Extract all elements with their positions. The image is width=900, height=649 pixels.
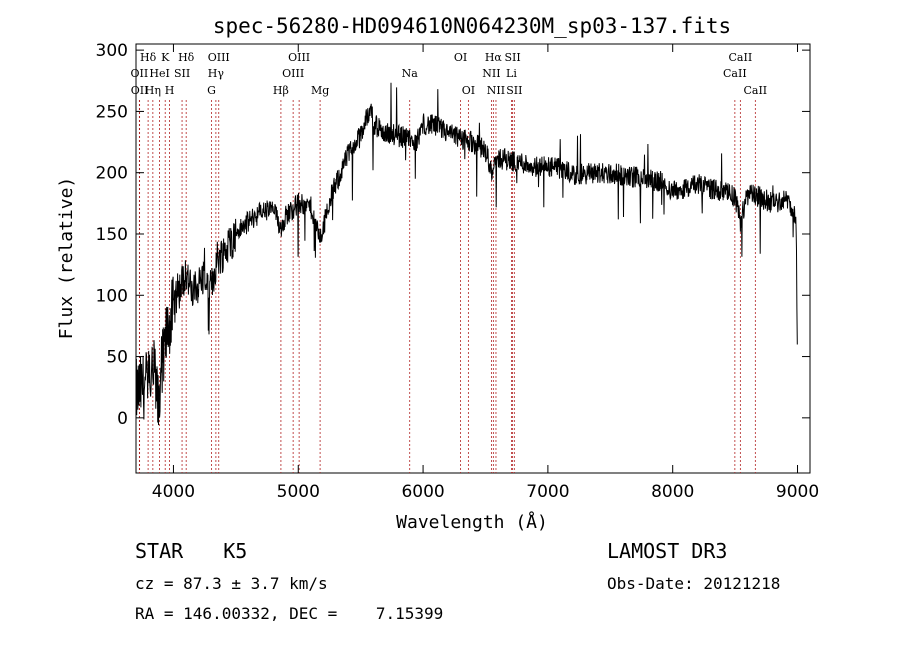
spectral-line-label: CaII [743, 84, 767, 97]
class-label: STAR [135, 539, 184, 563]
y-tick-label: 200 [96, 164, 128, 184]
x-tick-label: 4000 [152, 482, 195, 502]
spectral-line-label: OII [131, 67, 149, 80]
y-tick-label: 300 [96, 41, 128, 61]
spectral-line-label: OII [131, 84, 149, 97]
spectral-line-label: Hη [145, 84, 161, 97]
spectral-line-label: K [161, 51, 170, 64]
spectral-line-label: OI [462, 84, 475, 97]
spectral-line-label: Mg [311, 84, 329, 97]
subclass-label: K5 [223, 539, 248, 563]
spectral-line-label: Hγ [208, 67, 225, 80]
y-tick-label: 250 [96, 102, 128, 122]
spectral-line-label: HeI [149, 67, 169, 80]
spectral-line-label: Hδ [140, 51, 157, 64]
x-tick-label: 6000 [401, 482, 444, 502]
spectral-line-label: SII [506, 84, 522, 97]
chart-title: spec-56280-HD094610N064230M_sp03-137.fit… [213, 14, 731, 38]
object-class: STAR K5 [135, 539, 247, 563]
spectral-line-label: CaII [729, 51, 753, 64]
redshift-readout: cz = 87.3 ± 3.7 km/s [135, 574, 328, 593]
y-tick-label: 50 [106, 348, 128, 368]
spectral-line-label: Hδ [178, 51, 195, 64]
spectral-line-label: H [165, 84, 175, 97]
spectral-line-label: SII [174, 67, 190, 80]
x-tick-label: 5000 [277, 482, 320, 502]
spectral-line-label: OIII [282, 67, 304, 80]
spectral-line-label: Na [402, 67, 419, 80]
spectral-line-label: SII [504, 51, 520, 64]
spectrum-line [135, 82, 798, 426]
spectral-line-label: Hβ [273, 84, 289, 97]
spectral-line-label: OI [454, 51, 467, 64]
spectral-line-label: OIII [288, 51, 310, 64]
spectral-line-label: OIII [208, 51, 230, 64]
coordinates: RA = 146.00332, DEC = 7.15399 [135, 604, 444, 623]
x-tick-label: 7000 [526, 482, 569, 502]
y-axis-label: Flux (relative) [56, 177, 77, 340]
y-tick-label: 0 [117, 409, 128, 429]
plot-frame [135, 43, 811, 474]
spectral-line-label: Hα [485, 51, 503, 64]
spectral-line-label: CaII [723, 67, 747, 80]
y-tick-label: 100 [96, 286, 128, 306]
survey-label: LAMOST DR3 [607, 539, 728, 563]
spectral-line-label: G [207, 84, 216, 97]
spectral-line-label: NII [482, 67, 500, 80]
x-tick-label: 8000 [651, 482, 694, 502]
x-axis-label: Wavelength (Å) [396, 511, 548, 533]
x-tick-label: 9000 [776, 482, 819, 502]
y-tick-label: 150 [96, 225, 128, 245]
axis-ticks: 4000 5000 6000 7000 8000 9000 0 50 100 150 200 250 3… [96, 41, 820, 502]
spectral-line-label: NII [487, 84, 505, 97]
spectral-line-label: Li [506, 67, 517, 80]
obs-date: Obs-Date: 20121218 [607, 574, 781, 593]
